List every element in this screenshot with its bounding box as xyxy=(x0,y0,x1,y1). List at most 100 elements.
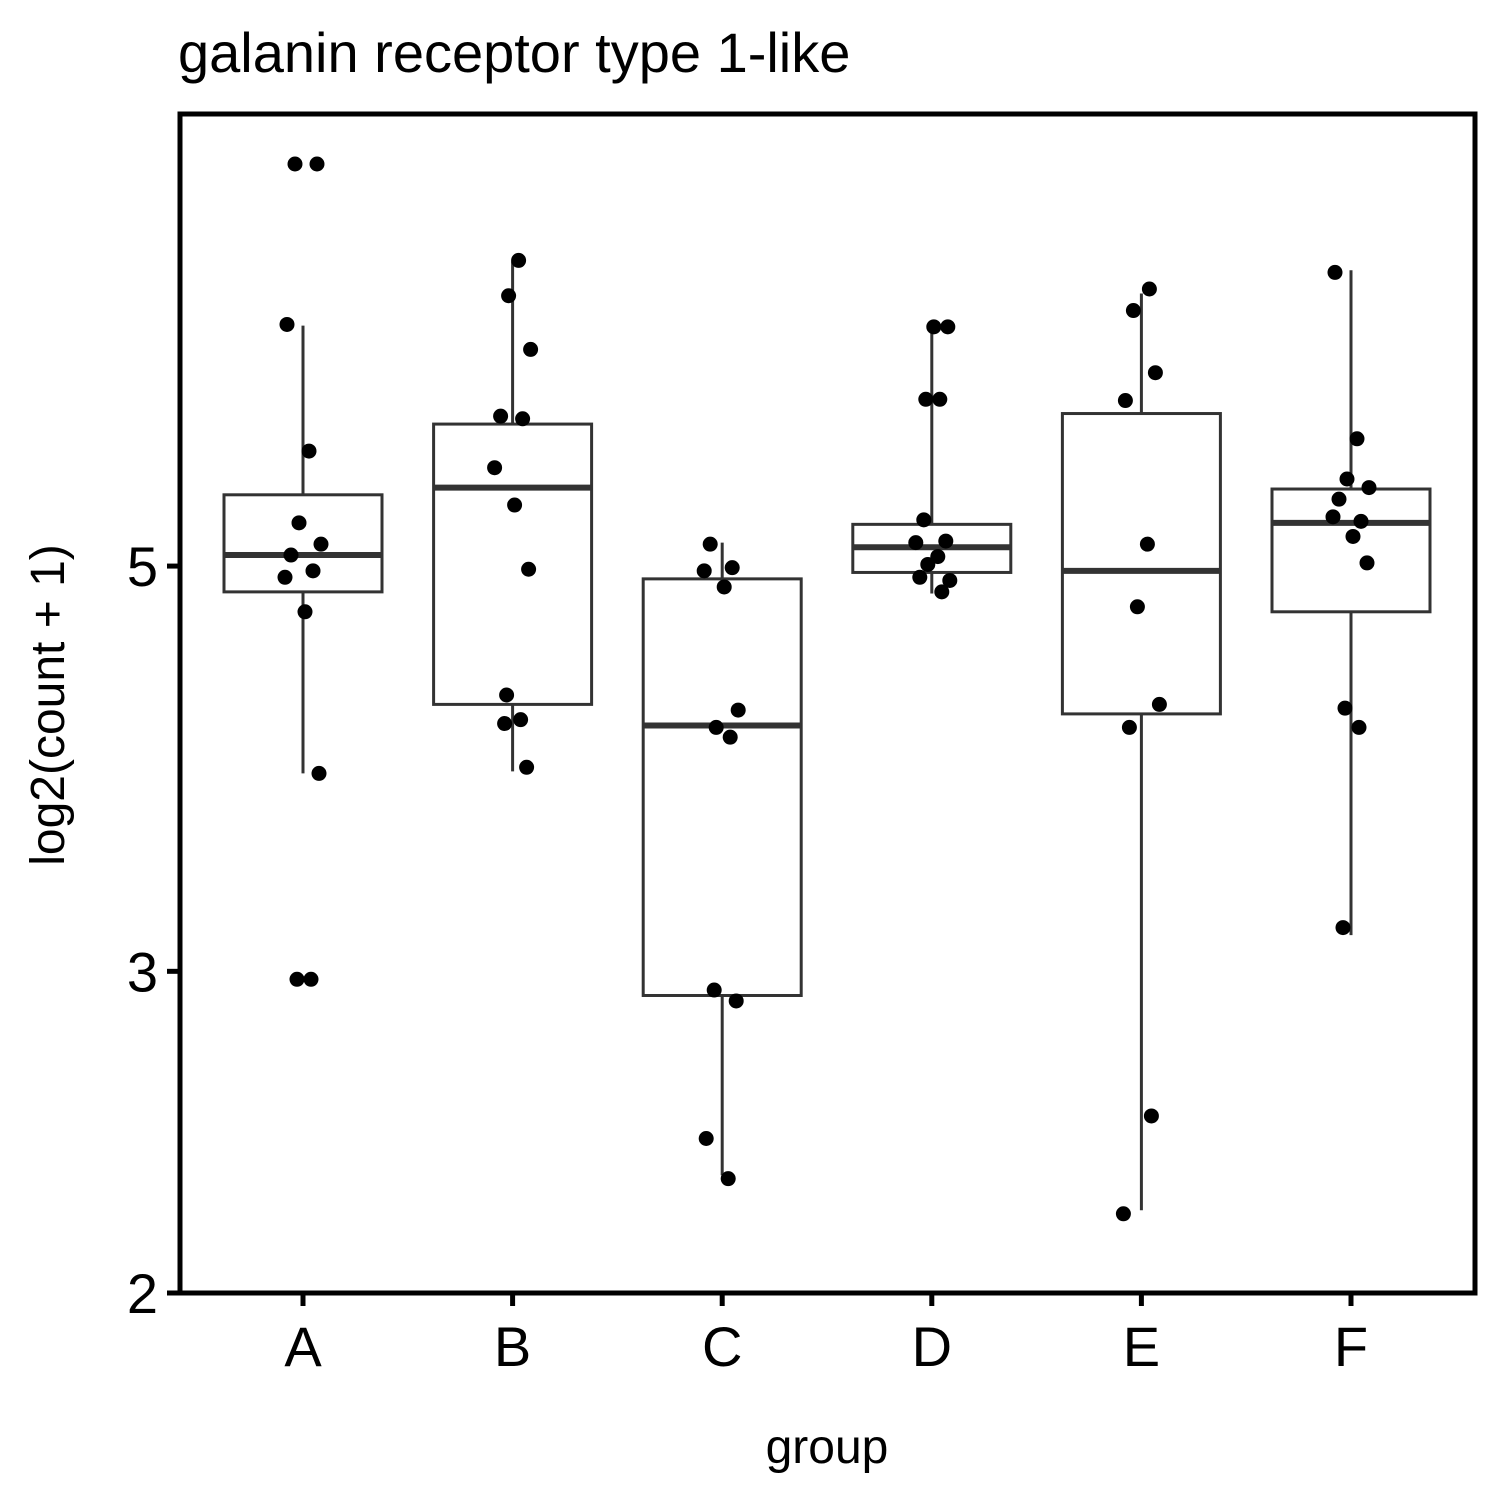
data-point xyxy=(507,497,523,513)
data-point xyxy=(1327,264,1343,280)
y-tick-label: 3 xyxy=(127,940,158,1003)
x-tick-label: F xyxy=(1334,1315,1368,1378)
data-point xyxy=(1359,555,1375,571)
data-point xyxy=(1331,491,1347,507)
iqr-box xyxy=(432,422,594,706)
data-point xyxy=(521,561,537,577)
box-group-e xyxy=(1060,293,1222,1211)
points-group-f xyxy=(1325,264,1377,936)
data-point xyxy=(1361,480,1377,496)
data-point xyxy=(1141,281,1157,297)
box-group-f xyxy=(1270,270,1432,936)
data-point xyxy=(1345,528,1361,544)
data-point xyxy=(311,765,327,781)
x-tick-label: B xyxy=(494,1315,531,1378)
data-point xyxy=(283,547,299,563)
iqr-box xyxy=(222,493,384,594)
data-point xyxy=(918,391,934,407)
data-point xyxy=(1151,696,1167,712)
data-point xyxy=(1325,509,1341,525)
data-point xyxy=(1117,393,1133,409)
data-point xyxy=(499,687,515,703)
data-point xyxy=(497,716,513,732)
data-point xyxy=(942,572,958,588)
data-point xyxy=(523,341,539,357)
y-tick-label: 2 xyxy=(127,1262,158,1325)
data-point xyxy=(297,604,313,620)
x-tick-label: E xyxy=(1123,1315,1160,1378)
data-point xyxy=(1139,536,1155,552)
x-tick-label: C xyxy=(702,1315,742,1378)
data-point xyxy=(1351,719,1367,735)
data-point xyxy=(305,563,321,579)
data-point xyxy=(1125,303,1141,319)
data-point xyxy=(313,536,329,552)
data-point xyxy=(696,563,712,579)
data-point xyxy=(1353,513,1369,529)
points-group-a xyxy=(277,156,329,987)
data-point xyxy=(519,759,535,775)
data-point xyxy=(1349,431,1365,447)
plot-panel-border xyxy=(177,111,1478,1296)
box-group-a xyxy=(222,325,384,774)
data-point xyxy=(698,1131,714,1147)
data-point xyxy=(1335,920,1351,936)
data-point xyxy=(716,579,732,595)
data-point xyxy=(1121,719,1137,735)
data-point xyxy=(501,288,517,304)
data-point xyxy=(920,556,936,572)
data-point xyxy=(916,512,932,528)
data-point xyxy=(1339,471,1355,487)
data-point xyxy=(940,319,956,335)
data-point xyxy=(934,584,950,600)
iqr-box xyxy=(1270,487,1432,614)
points-group-e xyxy=(1115,281,1167,1222)
data-point xyxy=(908,535,924,551)
chart-title: galanin receptor type 1-like xyxy=(178,21,850,84)
data-point xyxy=(277,569,293,585)
data-point xyxy=(706,982,722,998)
data-point xyxy=(1143,1108,1159,1124)
data-point xyxy=(493,408,509,424)
data-point xyxy=(513,712,529,728)
points-group-d xyxy=(908,319,958,600)
data-point xyxy=(1337,700,1353,716)
data-point xyxy=(702,536,718,552)
data-point xyxy=(291,515,307,531)
data-point xyxy=(1129,599,1145,615)
data-point xyxy=(279,316,295,332)
box-group-b xyxy=(432,261,594,772)
iqr-box xyxy=(1060,412,1222,716)
data-point xyxy=(932,391,948,407)
data-point xyxy=(912,569,928,585)
data-point xyxy=(303,971,319,987)
axes: 2 3 5 A B C D E F xyxy=(127,535,1368,1378)
data-point xyxy=(730,702,746,718)
points-group-b xyxy=(487,252,539,775)
data-point xyxy=(309,156,325,172)
data-point xyxy=(938,533,954,549)
data-point xyxy=(287,156,303,172)
data-point xyxy=(720,1171,736,1187)
data-point xyxy=(1115,1206,1131,1222)
data-point xyxy=(487,460,503,476)
plot-area xyxy=(222,156,1432,1222)
y-axis-title: log2(count + 1) xyxy=(22,544,75,866)
data-point xyxy=(289,971,305,987)
data-point xyxy=(728,993,744,1009)
data-point xyxy=(724,560,740,576)
x-tick-label: D xyxy=(912,1315,952,1378)
x-axis-title: group xyxy=(766,1421,889,1474)
iqr-box xyxy=(641,577,803,997)
x-tick-label: A xyxy=(284,1315,322,1378)
points-group-c xyxy=(696,536,746,1187)
data-point xyxy=(1147,365,1163,381)
box-group-c xyxy=(641,542,803,1176)
data-point xyxy=(926,319,942,335)
data-point xyxy=(722,729,738,745)
box-group-d xyxy=(851,327,1013,594)
data-point xyxy=(708,719,724,735)
y-tick-label: 5 xyxy=(127,535,158,598)
data-point xyxy=(301,443,317,459)
